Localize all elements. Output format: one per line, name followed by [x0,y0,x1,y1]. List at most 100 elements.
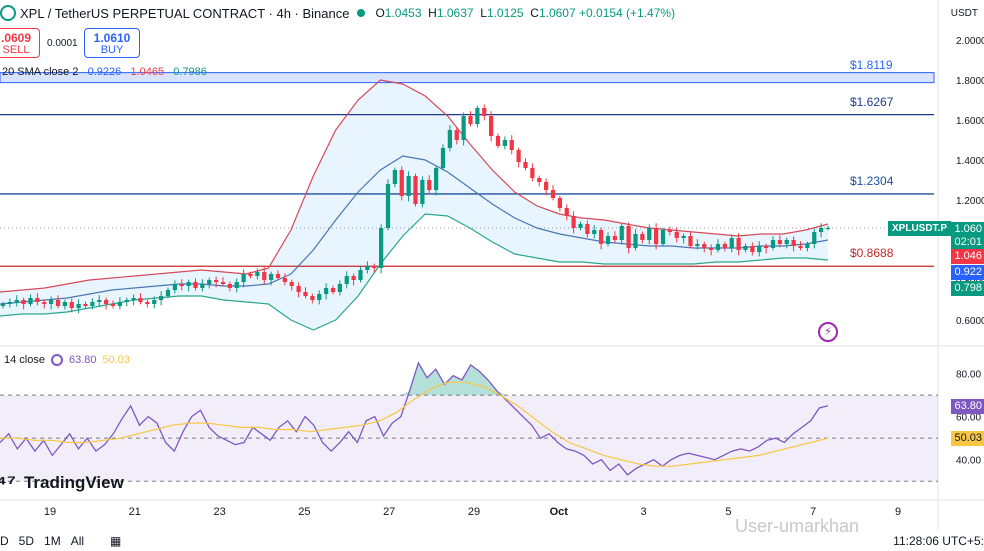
candle-body [248,274,253,276]
timeframe-5d[interactable]: 5D [18,534,35,548]
symbol-tag: XPLUSDT.P [888,221,952,236]
candle-body [633,234,638,248]
candle-body [454,130,459,140]
candle-body [544,182,549,190]
rsi-overbought-fill [418,362,428,396]
sell-price: .0609 [0,31,32,45]
candle-body [482,108,487,116]
candle-body [681,236,686,238]
price-tick-7: 0.6000 [956,316,984,327]
candle-body [447,130,452,148]
candle-body [28,298,33,304]
candle-body [523,162,528,168]
candle-body [104,300,109,304]
bollinger-legend[interactable]: 20 SMA close 2 0.9226 1.0465 0.7986 [2,66,207,78]
candle-body [715,244,721,250]
candle-body [413,176,418,204]
tradingview-logo: ⁴⁷ TradingView [0,470,124,496]
candle-body [124,300,129,302]
candle-body [564,208,569,216]
candle-body [324,288,329,294]
candle-body [275,274,281,278]
candle-body [798,246,803,248]
candle-body [825,228,831,229]
candle-body [468,116,473,124]
candle-body [262,272,267,280]
candle-body [131,298,136,300]
candle-body [385,184,391,228]
flash-icon[interactable]: ⚡ [818,322,838,342]
candle-body [592,230,597,234]
bollinger-band-lines [0,79,829,331]
candle-body [310,296,315,300]
rsi-value: 63.80 [68,354,97,366]
bollinger-legend-name: 20 SMA close 2 [2,66,79,78]
candle-body [427,180,432,190]
candle-body [179,284,184,286]
candle-body [330,288,336,292]
bollinger-lower-line [0,213,829,331]
symbol-title[interactable]: XPL / TetherUS PERPETUAL CONTRACT · 4h ·… [20,5,350,21]
candle-body [434,168,439,190]
buy-label: BUY [100,44,124,56]
candle-body [640,234,645,240]
watermark: User-umarkhan [735,516,860,536]
calendar-icon[interactable]: ▦ [110,534,122,548]
candle-body [337,284,342,292]
candle-body [550,190,556,198]
sell-button[interactable]: .0609 SELL [0,28,40,58]
rsi-ma-line [0,381,829,467]
candle-body [805,244,810,248]
timeframe-1m[interactable]: 1M [44,534,61,548]
currency-label[interactable]: USDT [950,8,978,19]
candle-body [214,280,219,282]
candle-body [0,304,6,306]
bb-lower-badge: 0.798 [951,281,984,296]
candle-body [303,292,308,296]
candle-body [461,116,466,140]
candle-body [475,108,480,124]
tradingview-logo-icon: ⁴⁷ [0,470,16,495]
candle-body [344,276,349,284]
price-tick-4: 1.2000 [956,196,984,207]
rsi-pane [0,361,938,482]
candle-body [530,168,535,178]
rsi-line [0,361,829,476]
rsi-overbought-fill [400,390,410,396]
candle-body [269,274,274,280]
rsi-ma-badge: 50.03 [951,431,984,446]
time-tick-9: 7 [810,506,816,518]
candle-body [227,284,232,288]
tradingview-logo-text: TradingView [23,473,124,492]
candle-body [172,284,177,290]
candle-body [7,302,12,304]
candle-body [612,236,617,240]
candle-body [372,266,377,268]
candle-body [207,280,212,284]
candle-body [406,176,411,196]
buy-button[interactable]: 1.0610 BUY [84,28,140,58]
clock[interactable]: 11:28:06 UTC+5: [893,534,984,548]
timeframe-d[interactable]: D [0,534,9,548]
candle-body [489,116,494,136]
candle-body [571,216,576,228]
candle-body [110,304,116,306]
candle-body [255,272,260,276]
candle-body [351,276,356,280]
candle-body [750,246,755,252]
candle-body [667,230,672,232]
time-tick-8: 5 [725,506,731,518]
rsi-overbought-fill [479,371,489,396]
timeframe-all[interactable]: All [70,534,85,548]
candle-body [14,300,19,302]
candle-body [220,282,226,284]
bollinger-basis-line [0,155,829,305]
candle-body [440,148,446,168]
price-tick-1: 1.8000 [956,76,984,87]
candle-body [165,290,171,296]
rsi-legend[interactable]: 14 close 63.80 50.03 [4,354,130,366]
candle-body [495,136,501,146]
bollinger-basis-value: 0.9226 [87,66,122,78]
symbol-icon [0,5,16,21]
candle-body [200,284,205,288]
